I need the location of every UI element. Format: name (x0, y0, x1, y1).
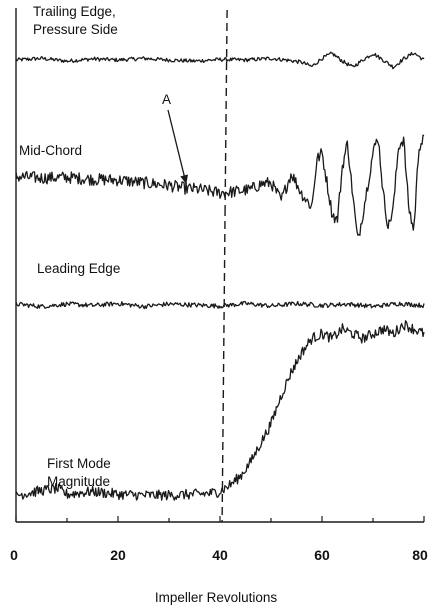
series-label-0-line-0: Trailing Edge, (33, 4, 116, 19)
labels-group: Trailing Edge, Pressure Side Mid-Chord Lead… (19, 4, 120, 489)
series-line-3 (15, 320, 425, 501)
series-label-3-line-0: First Mode (47, 456, 111, 471)
series-label-3-line-1: Magnitude (47, 474, 110, 489)
series-label-2-line-0: Leading Edge (37, 261, 120, 276)
x-axis-label: Impeller Revolutions (155, 590, 278, 605)
annotation-arrowhead (180, 174, 188, 185)
x-tick-label-20: 20 (110, 547, 126, 563)
traces-group (15, 51, 425, 501)
marker-group (221, 9, 228, 523)
series-label-0-line-1: Pressure Side (33, 22, 118, 37)
x-tick-label-0: 0 (10, 547, 18, 563)
dashed-marker-line (221, 207, 226, 523)
series-line-0 (15, 51, 425, 70)
x-axis: 0 20 40 60 80 (10, 8, 428, 563)
annotation-group: A (162, 92, 188, 185)
annotation-label: A (162, 92, 171, 107)
annotation-arrow (167, 109, 187, 185)
x-tick-label-60: 60 (314, 547, 330, 563)
x-tick-label-80: 80 (412, 547, 428, 563)
x-tick-label-40: 40 (212, 547, 228, 563)
dashed-marker-line-upper (224, 9, 228, 209)
series-label-1-line-0: Mid-Chord (19, 143, 82, 158)
series-line-2 (15, 300, 425, 310)
series-line-1 (15, 134, 425, 236)
